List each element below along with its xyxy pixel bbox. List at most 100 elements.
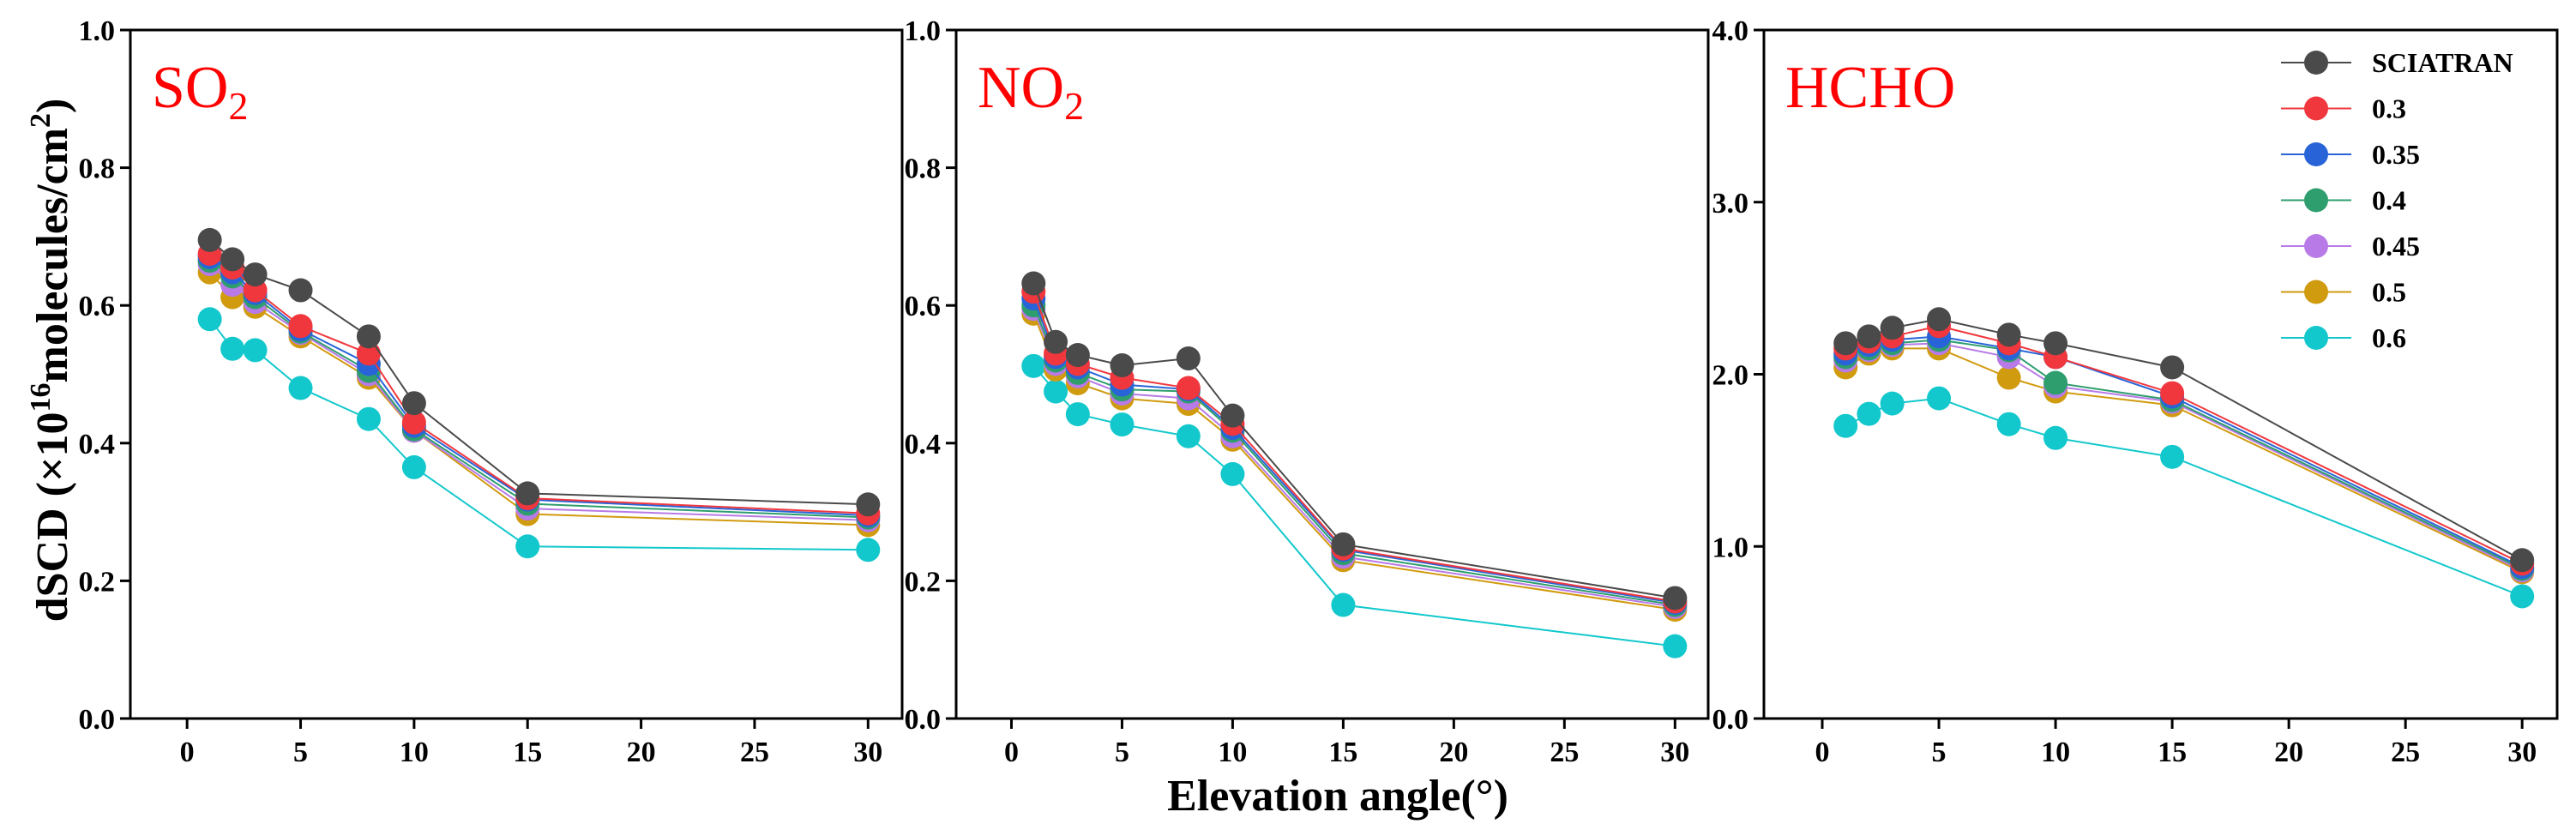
- data-point: [1110, 353, 1135, 378]
- legend-item: 0.4: [2281, 185, 2406, 216]
- x-tick-label: 0: [1815, 737, 1830, 768]
- x-axis-title: Elevation angle(°): [1167, 772, 1508, 821]
- series-line: [1845, 347, 2523, 574]
- panel-title: SO2: [152, 55, 248, 128]
- legend-marker: [2304, 326, 2328, 350]
- data-point: [2510, 548, 2535, 573]
- x-tick-label: 20: [2274, 737, 2303, 768]
- panel-2: 0 5 10 15 20 25 30 0.0 1.0 2.0 3.0 4.0 HCHO: [1712, 15, 2559, 768]
- data-point: [288, 376, 313, 400]
- data-point: [1065, 402, 1090, 427]
- data-point: [1331, 592, 1356, 617]
- data-point: [243, 338, 268, 363]
- x-tick-label: 15: [513, 737, 542, 768]
- data-point: [1331, 532, 1356, 556]
- legend-marker: [2304, 142, 2328, 166]
- data-point: [2510, 584, 2535, 609]
- y-tick-label: 0.6: [905, 291, 942, 322]
- legend-label: 0.6: [2372, 322, 2406, 353]
- legend-label: 0.35: [2372, 139, 2420, 170]
- series-0.45: [1021, 297, 1688, 619]
- legend-label: SCIATRAN: [2372, 47, 2513, 78]
- y-tick-label: 0.8: [905, 153, 942, 185]
- series-0.4: [1021, 293, 1688, 617]
- x-tick-label: 10: [2041, 737, 2070, 768]
- y-tick-label: 0.4: [905, 429, 942, 460]
- legend-marker: [2304, 188, 2328, 213]
- legend-marker: [2304, 96, 2328, 121]
- data-point: [1663, 586, 1688, 610]
- series-0.35: [1021, 286, 1688, 616]
- x-tick-label: 5: [1115, 737, 1129, 768]
- plot-frame: [954, 28, 1710, 720]
- legend-item: 0.45: [2281, 231, 2420, 262]
- legend-label: 0.4: [2372, 185, 2406, 216]
- panel-0: 0 5 10 15 20 25 30 0.0 0.2 0.4 0.6 0.8 1.0 SO2: [79, 15, 904, 768]
- series-SCIATRAN: [197, 227, 881, 517]
- plot-frame: [1762, 28, 2559, 720]
- y-tick-label: 4.0: [1712, 15, 1749, 47]
- series-0.35: [1833, 324, 2535, 580]
- data-point: [1996, 412, 2021, 436]
- y-tick-label: 0.8: [79, 153, 116, 185]
- data-point: [1220, 403, 1245, 428]
- data-point: [356, 341, 381, 366]
- data-point: [1996, 365, 2021, 390]
- x-tick-label: 0: [1004, 737, 1019, 768]
- data-point: [401, 454, 426, 479]
- data-point: [243, 262, 268, 287]
- data-point: [1110, 412, 1135, 437]
- data-point: [1880, 316, 1905, 340]
- x-tick-label: 30: [853, 737, 882, 768]
- y-tick-label: 2.0: [1712, 360, 1749, 392]
- data-point: [1065, 343, 1090, 368]
- x-tick-label: 30: [2507, 737, 2537, 768]
- plot-frame: [129, 28, 904, 720]
- data-point: [2043, 331, 2068, 356]
- data-point: [1927, 386, 1952, 411]
- legend-marker: [2304, 280, 2328, 304]
- x-tick-label: 15: [2158, 737, 2187, 768]
- data-point: [1833, 413, 1858, 438]
- data-point: [515, 534, 540, 559]
- legend: SCIATRAN 0.3 0.35 0.4 0.45 0.5 0.6: [2281, 47, 2513, 353]
- series-0.6: [1833, 386, 2535, 609]
- data-point: [2160, 355, 2185, 380]
- data-point: [1927, 307, 1952, 332]
- series-0.6: [197, 307, 881, 562]
- x-tick-label: 20: [1439, 737, 1468, 768]
- y-tick-label: 0.2: [79, 566, 116, 598]
- y-tick-label: 0.4: [79, 429, 116, 460]
- x-tick-label: 30: [1660, 737, 1689, 768]
- series-line: [208, 239, 869, 506]
- y-tick-label: 1.0: [79, 15, 116, 47]
- x-tick-label: 25: [1550, 737, 1579, 768]
- y-tick-label: 0.0: [905, 704, 942, 736]
- x-tick-label: 5: [293, 737, 308, 768]
- legend-item: 0.3: [2281, 93, 2406, 124]
- data-point: [401, 410, 426, 435]
- data-point: [197, 307, 222, 332]
- legend-item: 0.35: [2281, 139, 2420, 170]
- data-point: [1176, 376, 1201, 400]
- y-axis-title: dSCD (×1016molecules/cm2): [25, 99, 77, 622]
- data-point: [356, 406, 381, 431]
- x-tick-label: 15: [1328, 737, 1357, 768]
- series-0.5: [1021, 301, 1688, 622]
- series-SCIATRAN: [1833, 307, 2535, 573]
- series-0.6: [1021, 353, 1688, 659]
- data-point: [356, 324, 381, 349]
- x-tick-label: 10: [1218, 737, 1247, 768]
- data-point: [1021, 271, 1046, 296]
- legend-marker: [2304, 234, 2328, 258]
- series-line: [1845, 397, 2523, 598]
- x-tick-label: 5: [1932, 737, 1947, 768]
- data-point: [1176, 424, 1201, 448]
- y-tick-label: 1.0: [905, 15, 942, 47]
- data-point: [401, 391, 426, 416]
- data-point: [1880, 391, 1905, 416]
- legend-label: 0.3: [2372, 93, 2406, 124]
- x-tick-label: 10: [400, 737, 429, 768]
- data-point: [2043, 370, 2068, 395]
- y-tick-label: 1.0: [1712, 532, 1749, 563]
